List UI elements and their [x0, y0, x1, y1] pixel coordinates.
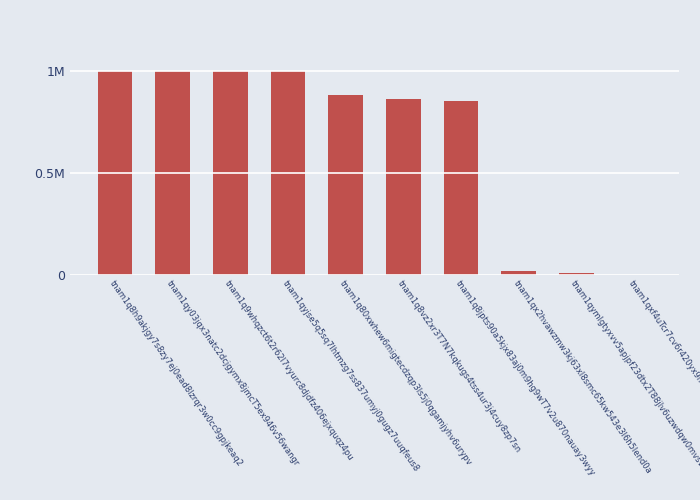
Bar: [328, 95, 363, 275]
Bar: [155, 70, 190, 275]
Bar: [501, 271, 536, 275]
Bar: [213, 70, 248, 275]
Bar: [444, 102, 478, 275]
Bar: [271, 70, 305, 275]
Bar: [386, 100, 421, 275]
Bar: [98, 70, 132, 275]
Bar: [559, 272, 594, 275]
